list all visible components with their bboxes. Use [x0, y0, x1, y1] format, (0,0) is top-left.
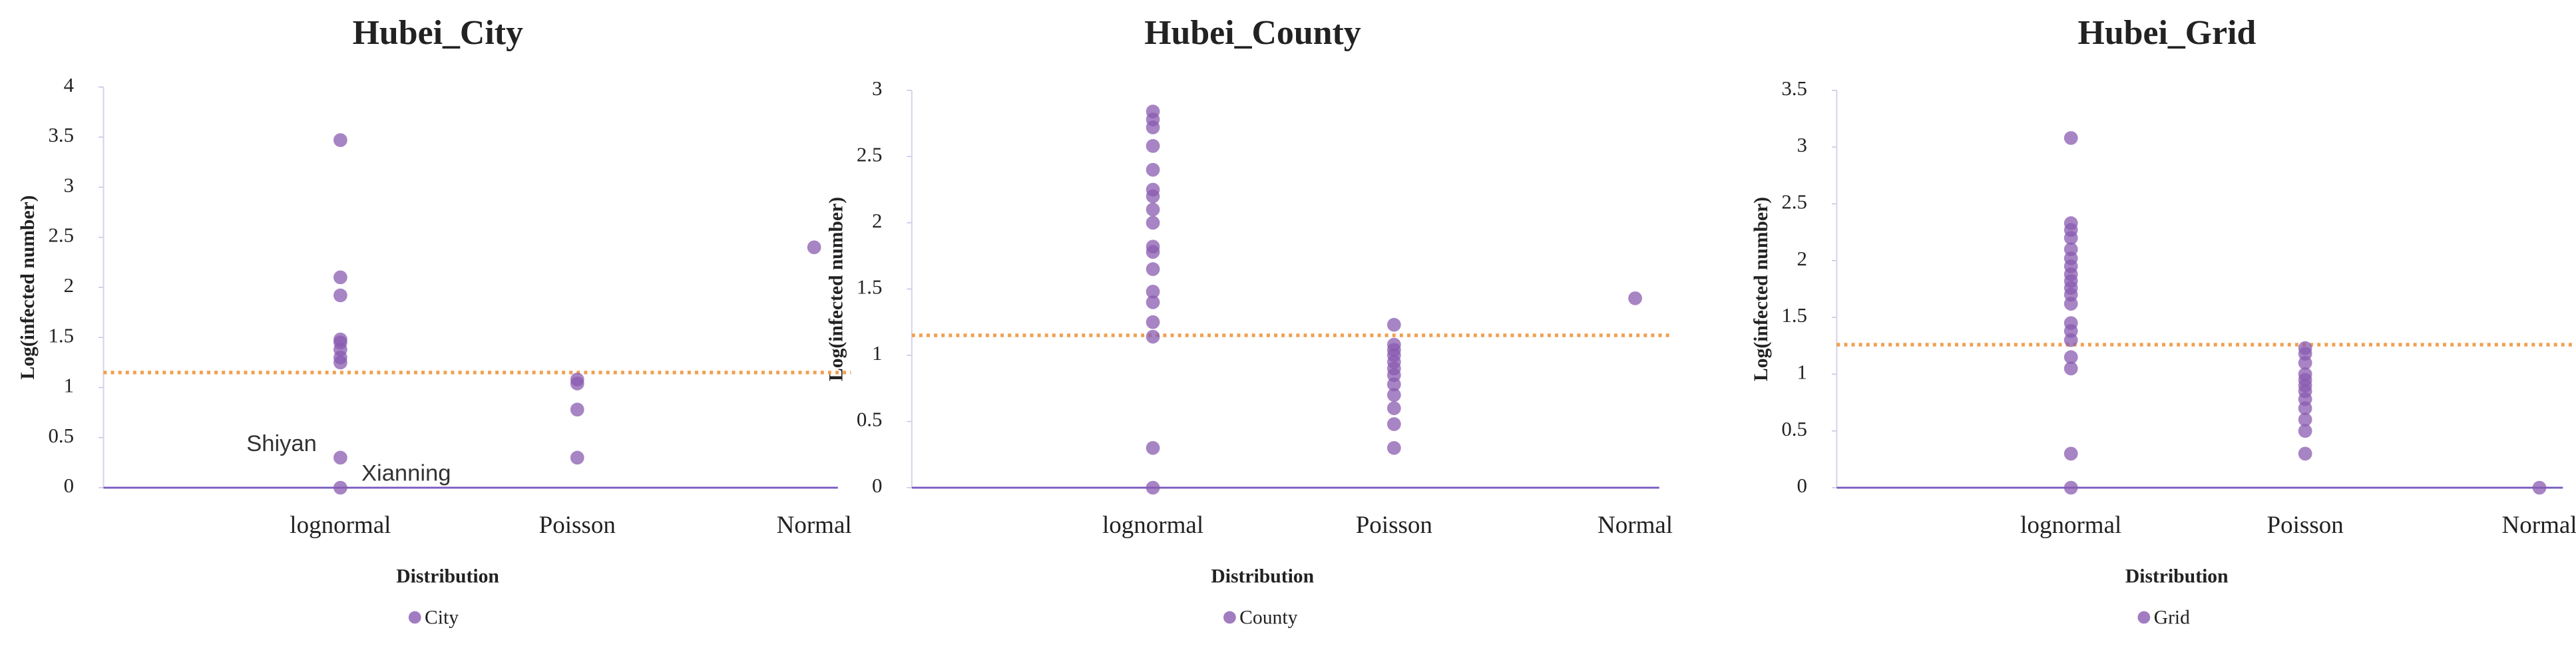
y-tick-label: 1.5 [1781, 304, 1807, 327]
legend-marker [2137, 611, 2151, 624]
data-point [570, 377, 584, 391]
x-tick-label: lognormal [290, 512, 391, 539]
y-tick-label: 3 [872, 77, 882, 100]
data-point [1146, 216, 1160, 230]
y-axis-label: Log(infected number) [17, 195, 39, 379]
y-tick-label: 2 [64, 274, 74, 297]
data-point [2532, 480, 2547, 495]
y-tick-label: 2 [1797, 247, 1807, 270]
y-tick-label: 0 [1797, 474, 1807, 497]
data-point [1146, 480, 1160, 495]
data-point [2298, 412, 2312, 427]
data-point [1387, 440, 1401, 455]
x-axis-label: Distribution [1211, 566, 1314, 587]
x-axis-label: Distribution [396, 566, 499, 587]
y-tick-label: 2.5 [857, 143, 883, 166]
data-point [570, 450, 584, 465]
y-tick-label: 0.5 [1781, 418, 1807, 440]
x-tick-label: Poisson [539, 512, 616, 539]
data-point [333, 270, 347, 285]
data-point [2063, 231, 2078, 245]
data-point [2063, 333, 2078, 347]
chart-title: Hubei_County [1144, 14, 1361, 52]
y-tick-label: 3.5 [1781, 77, 1807, 100]
data-point [2063, 350, 2078, 365]
data-point [1146, 245, 1160, 259]
y-tick-label: 2.5 [1781, 190, 1807, 213]
data-point [1387, 377, 1401, 392]
y-tick-label: 0.5 [857, 408, 883, 431]
data-point [2063, 361, 2078, 376]
y-tick-label: 1 [1797, 361, 1807, 383]
y-tick-label: 1.5 [857, 275, 883, 298]
data-point [1387, 388, 1401, 403]
data-point [333, 480, 347, 495]
y-tick-label: 3 [1797, 134, 1807, 156]
data-point [2298, 446, 2312, 461]
chart-title: Hubei_City [353, 14, 523, 52]
legend-marker [1223, 611, 1236, 624]
legend-label: City [425, 607, 459, 628]
data-point [2063, 297, 2078, 311]
chart-title: Hubei_Grid [2078, 14, 2256, 52]
data-point [2298, 355, 2312, 370]
y-tick-label: 1 [872, 342, 882, 365]
y-tick-label: 2.5 [49, 224, 75, 247]
annotation: Shiyan [246, 431, 317, 456]
data-point [333, 450, 347, 465]
y-axis-label: Log(infected number) [826, 197, 847, 381]
y-tick-label: 0.5 [49, 424, 75, 447]
data-point [1146, 315, 1160, 329]
y-axis-label: Log(infected number) [1751, 197, 1772, 381]
x-tick-label: Normal [1598, 512, 1673, 539]
y-tick-label: 2 [872, 210, 882, 232]
y-tick-label: 0 [64, 474, 74, 497]
data-point [1387, 401, 1401, 415]
data-point [1146, 120, 1160, 134]
y-tick-label: 3 [64, 174, 74, 196]
y-tick-label: 3.5 [49, 124, 75, 146]
y-tick-label: 0 [872, 474, 882, 497]
data-point [570, 403, 584, 416]
data-point [2298, 401, 2312, 415]
legend-marker [408, 611, 421, 624]
data-point [1146, 440, 1160, 455]
x-tick-label: lognormal [2020, 512, 2121, 539]
data-point [2063, 446, 2078, 461]
data-point [1387, 317, 1401, 332]
x-tick-label: Normal [777, 512, 852, 539]
x-tick-label: Poisson [2267, 512, 2344, 539]
data-point [1387, 417, 1401, 431]
data-point [2063, 131, 2078, 145]
legend-label: Grid [2154, 607, 2190, 628]
annotation: Xianning [361, 460, 451, 486]
data-point [333, 355, 347, 370]
data-point [1628, 291, 1642, 305]
data-point [807, 240, 821, 255]
x-tick-label: Poisson [1356, 512, 1432, 539]
data-point [1146, 162, 1160, 177]
x-tick-label: lognormal [1102, 512, 1203, 539]
data-point [333, 288, 347, 303]
y-tick-label: 4 [64, 74, 74, 96]
x-axis-label: Distribution [2125, 566, 2229, 587]
data-point [1146, 285, 1160, 299]
data-point [2298, 424, 2312, 438]
y-tick-label: 1.5 [49, 324, 75, 347]
data-point [1146, 202, 1160, 217]
data-point [1146, 262, 1160, 276]
data-point [1146, 189, 1160, 204]
data-point [2063, 480, 2078, 495]
x-tick-label: Normal [2502, 512, 2576, 539]
data-point [333, 133, 347, 147]
legend-label: County [1239, 607, 1297, 628]
y-tick-label: 1 [64, 375, 74, 397]
data-point [1146, 295, 1160, 309]
data-point [1146, 139, 1160, 153]
data-point [1146, 329, 1160, 344]
